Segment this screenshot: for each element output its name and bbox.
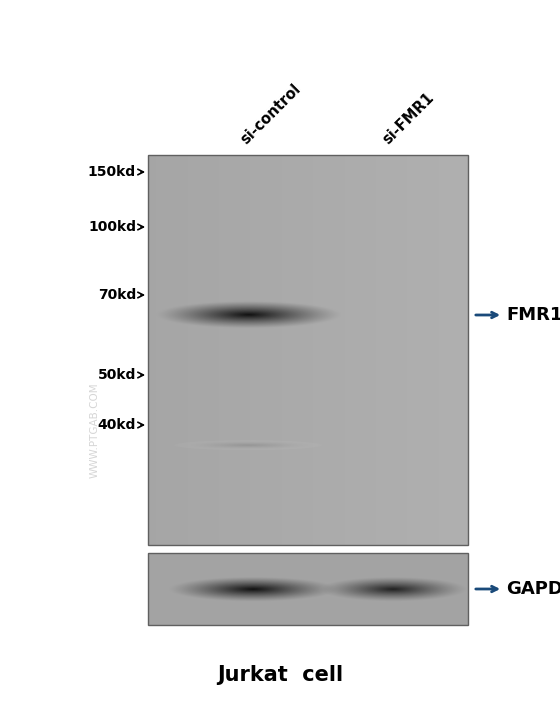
Bar [148,553,468,625]
Text: WWW.PTGAB.COM: WWW.PTGAB.COM [90,382,100,478]
Text: 150kd: 150kd [88,165,136,179]
Text: 70kd: 70kd [98,288,136,302]
Text: si-FMR1: si-FMR1 [379,90,437,147]
Text: FMR1: FMR1 [506,306,560,324]
Bar [148,155,468,545]
Text: 100kd: 100kd [88,220,136,234]
Text: GAPDH: GAPDH [506,580,560,598]
Text: si-control: si-control [237,81,304,147]
Text: 50kd: 50kd [97,368,136,382]
Text: Jurkat  cell: Jurkat cell [217,665,343,685]
Text: 40kd: 40kd [97,418,136,432]
